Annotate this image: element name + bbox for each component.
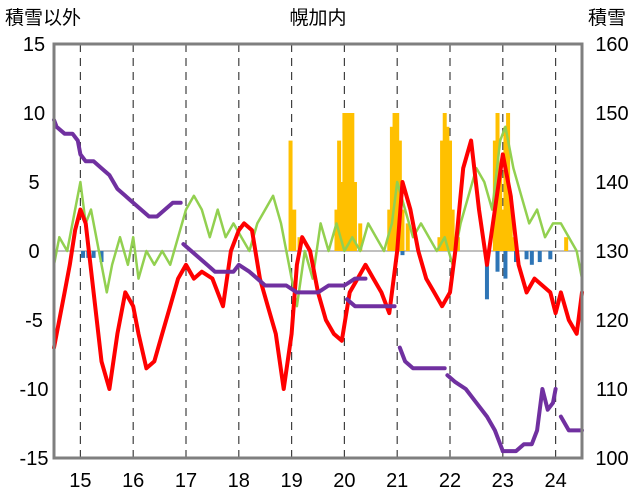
- bar-mark: [524, 251, 529, 260]
- snow-depth-line: [397, 345, 447, 371]
- right-tick-label: 120: [595, 310, 628, 332]
- snow-depth-line: [52, 117, 183, 219]
- bar-mark: [500, 209, 505, 251]
- bar-mark: [339, 182, 344, 251]
- x-tick-label: 15: [69, 470, 91, 492]
- wind-line: [52, 125, 584, 308]
- x-tick-label: 17: [175, 470, 197, 492]
- x-tick-label: 20: [333, 470, 355, 492]
- left-tick-label: 5: [28, 172, 39, 194]
- bar-mark: [345, 113, 350, 251]
- x-tick-label: 23: [492, 470, 514, 492]
- bar-mark: [440, 140, 445, 251]
- bar-mark: [442, 113, 447, 251]
- bar-mark: [99, 251, 104, 263]
- bar-mark: [292, 209, 297, 251]
- bar-mark: [392, 113, 397, 251]
- bar-mark: [91, 251, 96, 258]
- bar-mark: [445, 126, 450, 251]
- bar-mark: [484, 251, 489, 300]
- right-axis-ticks: 160 150 140 130 120 110 100: [595, 34, 628, 470]
- bar-mark: [529, 251, 534, 265]
- bar-mark: [337, 140, 342, 251]
- right-tick-label: 150: [595, 103, 628, 125]
- bar-mark: [511, 237, 516, 251]
- right-tick-label: 100: [595, 448, 628, 470]
- bar-mark: [503, 251, 508, 279]
- left-axis-ticks: 15 10 5 0 -5 -10 -15: [20, 34, 49, 470]
- snow-depth-line: [558, 414, 584, 433]
- bar-mark: [448, 140, 452, 251]
- temperature-line: [52, 138, 584, 391]
- bar-mark: [508, 195, 513, 251]
- x-tick-label: 24: [544, 470, 566, 492]
- snow-depth-line: [345, 297, 397, 309]
- x-tick-label: 16: [122, 470, 144, 492]
- left-tick-label: 10: [23, 103, 45, 125]
- right-tick-label: 140: [595, 172, 628, 194]
- bar-mark: [548, 251, 553, 260]
- bar-mark: [405, 223, 410, 251]
- x-tick-label: 18: [228, 470, 250, 492]
- x-tick-label: 21: [386, 470, 408, 492]
- bar-mark: [498, 168, 503, 251]
- x-axis-ticks: 15 16 17 18 19 20 21 22 23 24: [69, 470, 566, 492]
- bar-mark: [81, 251, 86, 258]
- x-tick-label: 19: [280, 470, 302, 492]
- x-tick-label: 22: [439, 470, 461, 492]
- snow-depth-line: [500, 387, 558, 454]
- left-tick-label: 15: [23, 34, 45, 56]
- bar-mark: [334, 209, 339, 251]
- bar-mark: [342, 113, 347, 251]
- left-tick-label: -5: [25, 310, 43, 332]
- bar-mark: [350, 113, 355, 251]
- snow-depth-line: [445, 373, 505, 454]
- bar-mark: [503, 126, 508, 251]
- left-tick-label: -10: [20, 379, 49, 401]
- plot-frame: [52, 42, 584, 460]
- right-tick-label: 130: [595, 241, 628, 263]
- bar-mark: [389, 126, 394, 251]
- bar-mark: [288, 140, 293, 251]
- bar-mark: [400, 209, 405, 251]
- left-axis-title: 積雪以外: [5, 7, 81, 29]
- right-axis-title: 積雪: [588, 7, 626, 29]
- snow-depth-line: [181, 242, 368, 295]
- chart-title: 幌加内: [289, 7, 346, 29]
- bar-mark: [352, 182, 357, 251]
- bar-mark: [564, 237, 569, 251]
- right-tick-label: 160: [595, 34, 628, 56]
- bar-mark: [347, 113, 352, 251]
- bar-mark: [450, 209, 455, 251]
- left-tick-label: 0: [28, 241, 39, 263]
- bar-mark: [400, 251, 405, 256]
- right-tick-label: 110: [596, 379, 628, 401]
- bar-mark: [537, 251, 542, 263]
- left-tick-label: -15: [20, 448, 49, 470]
- bar-mark: [495, 251, 500, 272]
- bar-mark: [358, 223, 363, 251]
- line-series: [52, 117, 584, 454]
